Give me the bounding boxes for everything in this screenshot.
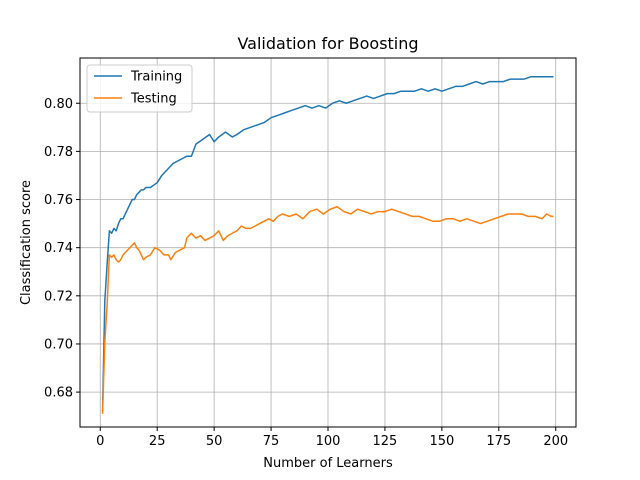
series-lines — [101, 76, 554, 414]
x-tick-label: 25 — [149, 434, 166, 449]
series-line-training — [101, 76, 554, 412]
y-tick-label: 0.72 — [44, 289, 73, 304]
x-tick-label: 125 — [373, 434, 398, 449]
x-axis-label: Number of Learners — [263, 456, 393, 471]
legend-label-training: Training — [130, 70, 182, 85]
y-tick-label: 0.68 — [44, 386, 73, 401]
grid — [80, 58, 576, 427]
legend-label-testing: Testing — [130, 92, 177, 107]
axis-ticks: 0 25 50 75 100 125 150 175 200 0.68 0.70 0.72 0.74 0.… — [44, 97, 568, 449]
y-tick-label: 0.70 — [44, 337, 73, 352]
x-tick-label: 175 — [486, 434, 511, 449]
x-tick-label: 50 — [206, 434, 223, 449]
legend: Training Testing — [86, 64, 193, 113]
y-tick-label: 0.74 — [44, 241, 73, 256]
x-tick-label: 100 — [316, 434, 341, 449]
y-tick-label: 0.78 — [44, 145, 73, 160]
x-tick-label: 150 — [429, 434, 454, 449]
x-tick-label: 200 — [543, 434, 568, 449]
legend-items: Training Testing — [94, 70, 182, 107]
x-tick-label: 0 — [96, 434, 104, 449]
x-tick-label: 75 — [263, 434, 280, 449]
series-line-testing — [101, 206, 554, 414]
y-tick-label: 0.80 — [44, 97, 73, 112]
y-axis-label: Classification score — [19, 180, 34, 305]
chart-title: Validation for Boosting — [237, 34, 418, 53]
y-tick-label: 0.76 — [44, 193, 73, 208]
